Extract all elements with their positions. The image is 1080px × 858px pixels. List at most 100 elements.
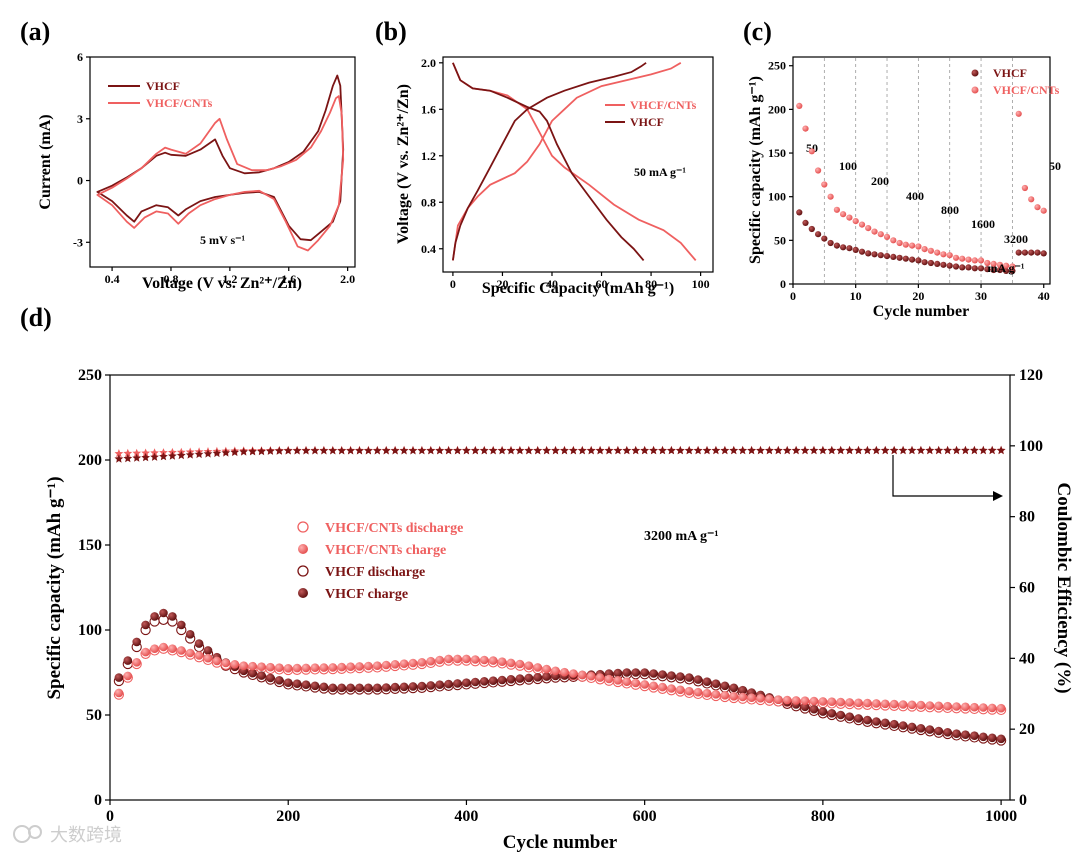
panel-d-point-vhcf-cnts-charge — [177, 646, 186, 655]
panel-d-point-vhcf-cnts-charge — [702, 688, 712, 698]
panel-d-point-vhcf-cnts-charge — [595, 673, 605, 682]
panel-d-point-vhcf-charge — [177, 620, 186, 630]
panel-d-ce-star-vhcf — [952, 445, 961, 455]
panel-label-d: (d) — [20, 303, 52, 332]
panel-c-point-cnts — [840, 211, 847, 218]
panel-d-point-vhcf-cnts-charge — [310, 663, 320, 672]
panel-d-ce-star-vhcf — [693, 446, 703, 455]
panel-d-point-vhcf-charge — [390, 682, 400, 692]
panel-c-point-vhcf — [902, 255, 909, 262]
panel-c-point-vhcf — [896, 254, 903, 261]
panel-d-point-vhcf-charge — [800, 702, 810, 712]
panel-d-point-vhcf-cnts-charge — [631, 678, 640, 688]
panel-d-y2label: Coulombic Efficiency (%) — [1053, 482, 1074, 693]
panel-d-ce-star-vhcf — [168, 451, 177, 460]
panel-d-point-vhcf-cnts-charge — [996, 703, 1006, 713]
panel-d-point-vhcf-cnts-charge — [889, 699, 899, 709]
panel-c-point-vhcf — [827, 239, 834, 247]
legend-marker-vhcf — [971, 69, 979, 77]
panel-d-point-vhcf-cnts-charge — [800, 696, 810, 705]
panel-d-point-vhcf-cnts-charge — [168, 644, 177, 653]
panel-d-point-vhcf-cnts-charge — [907, 700, 917, 710]
panel-d-ce-star-vhcf — [720, 446, 730, 455]
panel-d-point-vhcf-charge — [987, 733, 997, 743]
panel-d-point-vhcf-cnts-charge — [613, 676, 623, 685]
panel-c-point-cnts — [846, 214, 853, 221]
panel-c-point-cnts — [971, 257, 978, 264]
panel-c-point-cnts — [821, 181, 828, 188]
panel-d-ce-star-vhcf — [132, 453, 142, 462]
panel-d-point-vhcf-charge — [328, 683, 338, 693]
panel-d-ce-star-vhcf — [747, 446, 756, 455]
panel-d-point-vhcf-cnts-charge — [292, 663, 302, 673]
panel-d-point-vhcf-charge — [889, 719, 899, 729]
panel-d-point-vhcf-cnts-charge — [488, 656, 498, 665]
panel-c-point-cnts — [1040, 207, 1047, 214]
panel-d-point-vhcf-cnts-charge — [266, 662, 275, 672]
panel-d-point-vhcf-charge — [355, 683, 364, 693]
panel-d-point-vhcf-cnts-charge — [533, 663, 542, 672]
panel-d-ce-star-vhcf — [925, 445, 935, 455]
panel-d-point-vhcf-cnts-charge — [649, 681, 658, 691]
panel-d-ce-star-vhcf — [640, 446, 649, 455]
panel-d-ce-star-vhcf — [675, 446, 685, 455]
panel-d-ce-star-vhcf — [301, 446, 311, 455]
panel-d-point-vhcf-charge — [444, 679, 453, 689]
panel-d-point-vhcf-cnts-charge — [515, 659, 525, 669]
panel-d-point-vhcf-cnts-charge — [934, 701, 943, 711]
panel-d-ce-star-vhcf — [649, 446, 658, 455]
panel-d-point-vhcf-cnts-charge — [390, 660, 400, 669]
legend-marker-vhcf-charge — [298, 588, 308, 598]
panel-d-y2-ytick-label-6: 120 — [1019, 367, 1043, 384]
panel-d-point-vhcf-cnts-charge — [952, 702, 961, 711]
panel-d-ytick-label-2: 100 — [78, 622, 102, 639]
panel-d-xtick-label-2: 400 — [454, 808, 478, 825]
panel-c-point-cnts — [902, 241, 909, 248]
panel-d-ce-star-vhcf — [827, 445, 837, 455]
panel-d-ce-star-vhcf — [756, 446, 765, 455]
panel-c-point-vhcf — [877, 252, 884, 259]
legend-marker-cnts-discharge — [297, 521, 309, 533]
panel-c-point-vhcf — [846, 245, 853, 252]
panel-c-ytick-label-0: 0 — [780, 277, 786, 291]
panel-c-point-cnts — [990, 260, 997, 267]
panel-d-point-vhcf-cnts-charge — [230, 660, 240, 669]
panel-d-ce-star-vhcf — [471, 446, 480, 455]
panel-d-ce-star-vhcf — [631, 446, 641, 455]
panel-d-point-vhcf-charge — [453, 679, 462, 688]
panel-c-point-cnts — [959, 255, 966, 262]
panel-d-point-vhcf-cnts-charge — [578, 670, 587, 680]
panel-c-point-vhcf — [808, 225, 815, 233]
panel-d-point-vhcf-cnts-charge — [747, 693, 756, 702]
panel-d-point-vhcf-cnts-charge — [275, 663, 284, 672]
panel-c-xtick-label-2: 20 — [912, 289, 924, 303]
panel-d-point-vhcf-cnts-charge — [150, 644, 159, 653]
panel-d-point-vhcf-cnts-charge — [551, 666, 560, 676]
panel-d-point-vhcf-charge — [658, 670, 667, 679]
ce-axis-arrow — [892, 455, 995, 497]
panel-d-ce-star-vhcf — [818, 445, 828, 455]
panel-d-ce-star-vhcf — [970, 445, 979, 455]
panel-c-point-vhcf — [1021, 249, 1028, 256]
panel-d-ce-star-vhcf — [435, 446, 445, 455]
panel-c-point-vhcf — [971, 265, 978, 272]
panel-d-point-vhcf-charge — [711, 679, 721, 688]
panel-d-plot: 0 200 400 600 800 100005010015020025002040608… — [78, 367, 1043, 825]
panel-b-ytick-label-0: 0.4 — [421, 242, 436, 256]
panel-d-point-vhcf-cnts-charge — [622, 677, 632, 686]
panel-d-point-vhcf-charge — [542, 672, 551, 681]
panel-d-point-vhcf-charge — [667, 671, 676, 680]
panel-d-point-vhcf-charge — [720, 681, 730, 691]
panel-c-point-cnts — [802, 125, 809, 132]
panel-d-point-vhcf-cnts-charge — [872, 699, 881, 708]
panel-d-ce-star-vhcf — [292, 446, 302, 455]
panel-d-point-vhcf-cnts-charge — [676, 685, 685, 695]
panel-b-xtick-label-0: 0 — [450, 277, 456, 291]
panel-d-ce-star-vhcf — [399, 446, 409, 455]
panel-d-point-vhcf-charge — [248, 668, 257, 678]
panel-d-point-vhcf-cnts-charge — [854, 698, 863, 708]
panel-d-ce-star-vhcf — [426, 446, 436, 455]
panel-d-point-vhcf-charge — [203, 646, 213, 655]
panel-c-rate-label-6: 3200 — [1004, 232, 1028, 246]
panel-d-point-vhcf-charge — [337, 683, 347, 693]
